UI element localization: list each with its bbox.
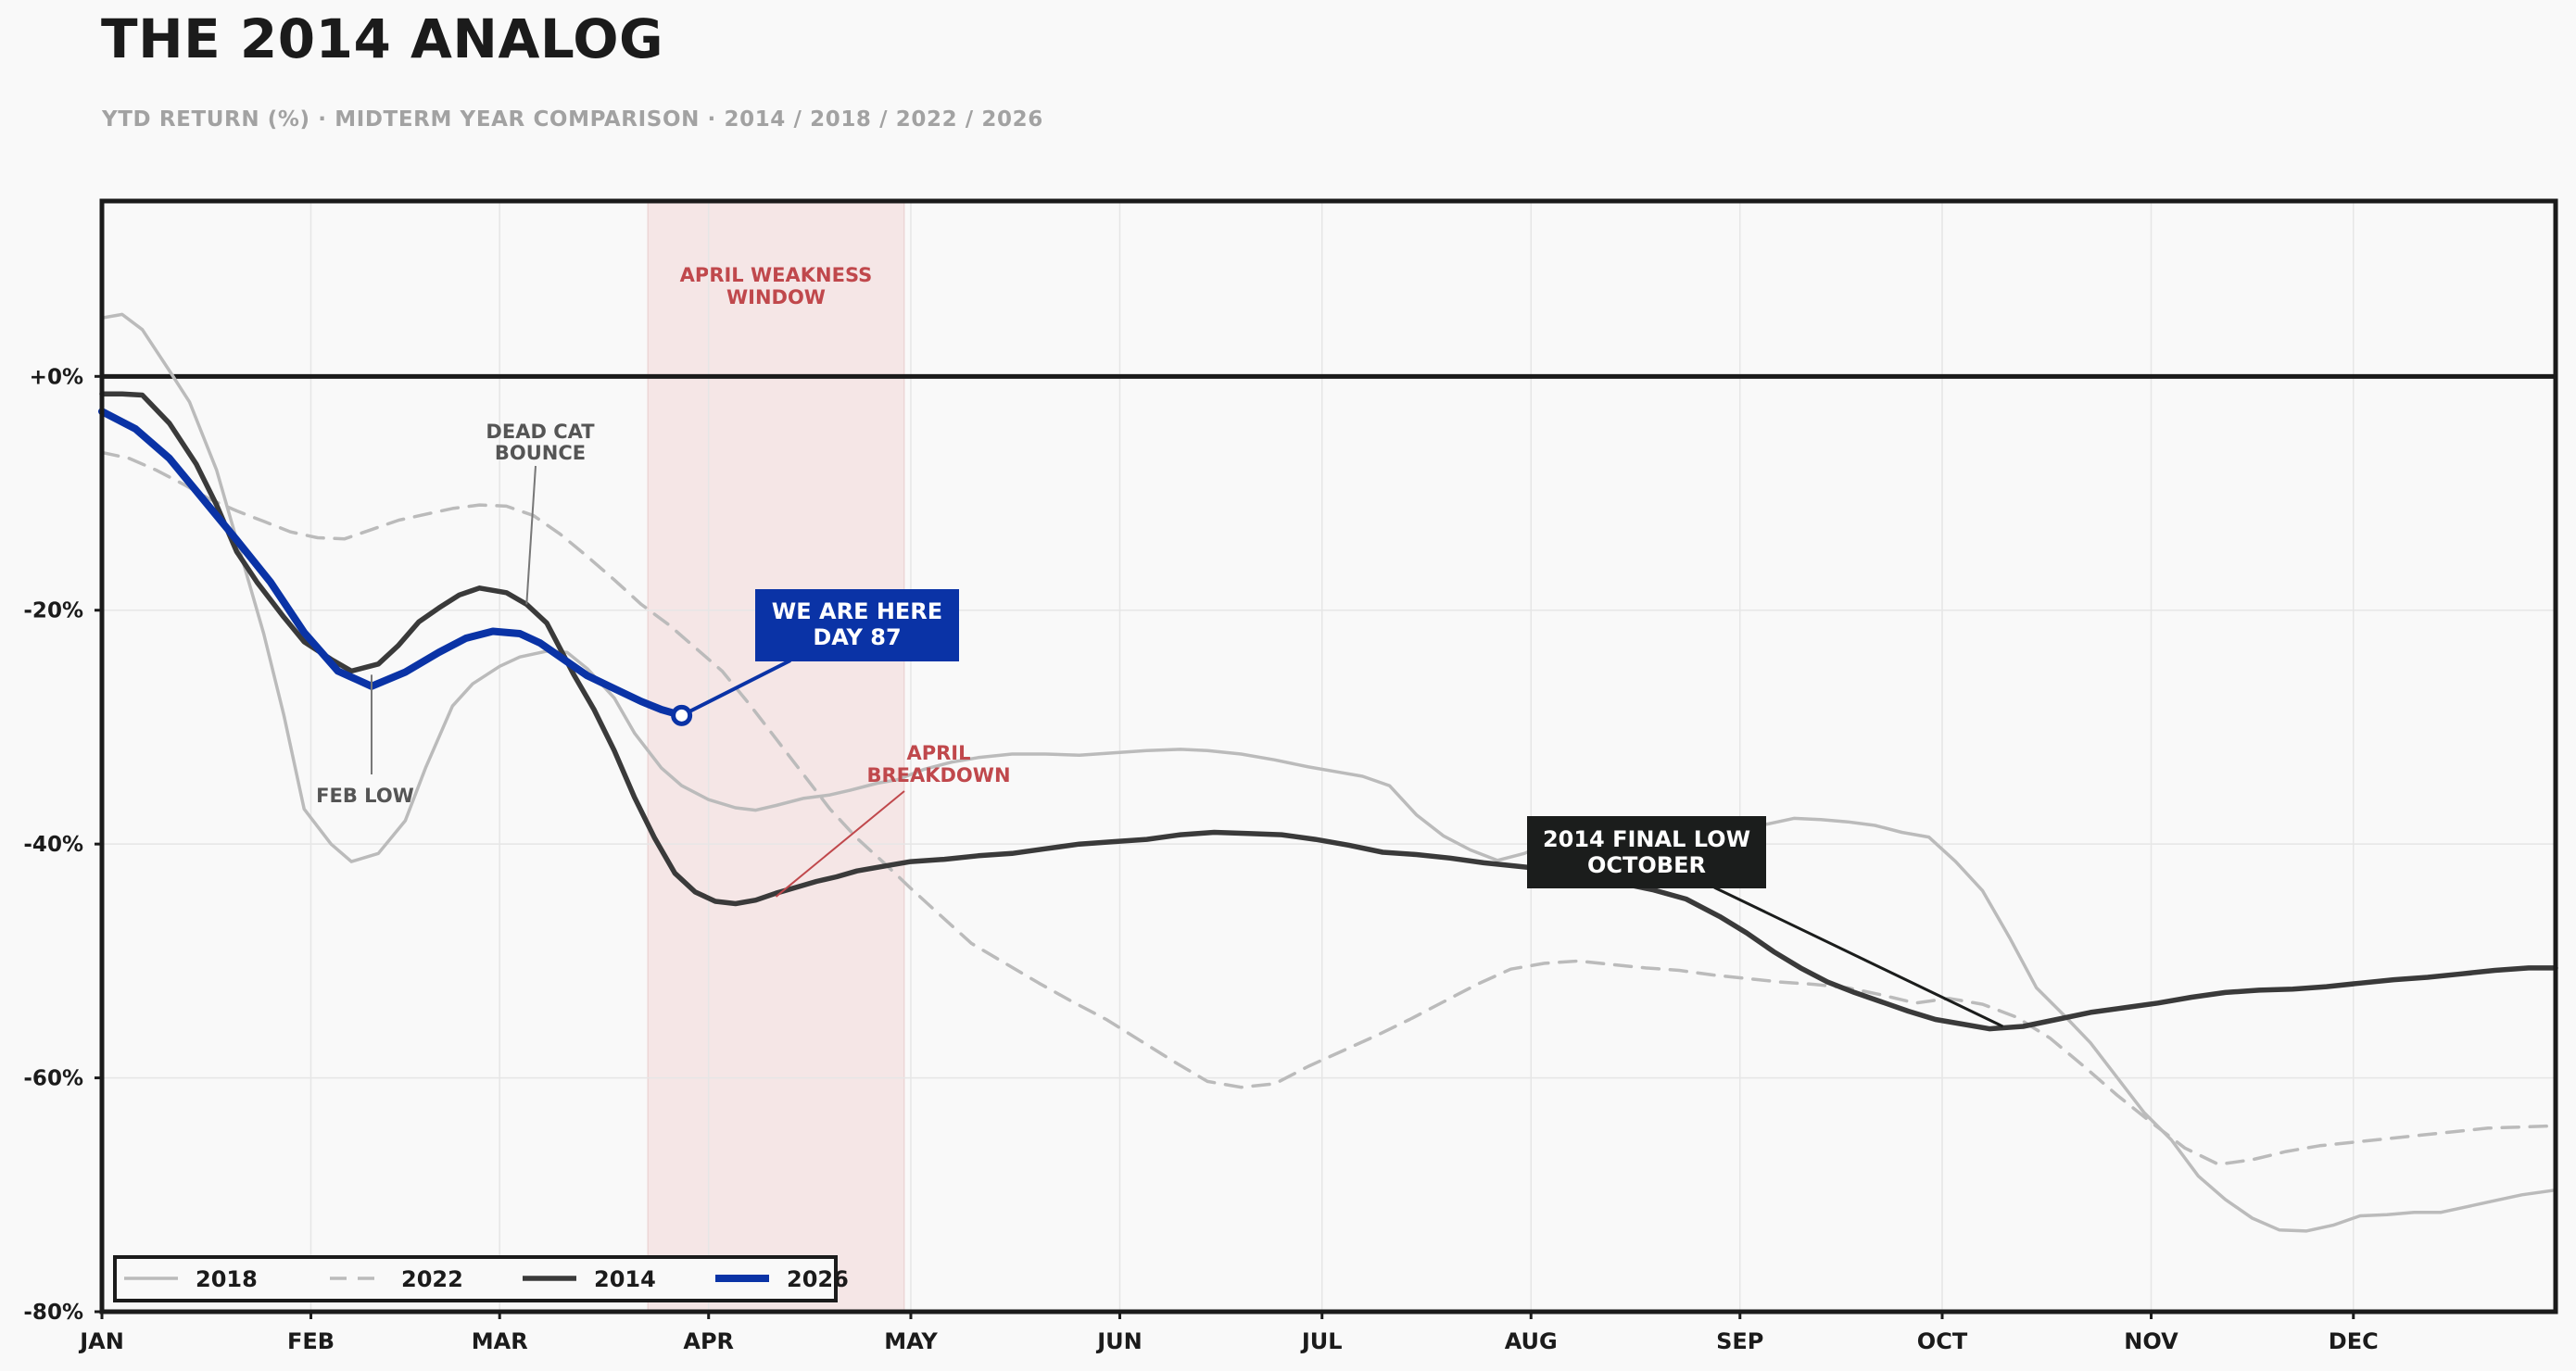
annotation-we-are-here: DAY 87 (813, 624, 901, 650)
y-tick-label: -40% (23, 833, 83, 857)
grid-layer (101, 201, 2556, 1313)
x-tick-label: NOV (2124, 1328, 2178, 1354)
annotation-connector (525, 465, 537, 605)
annotation-box (755, 589, 959, 661)
legend-box (113, 1255, 838, 1302)
shaded-region-label: APRIL WEAKNESS (680, 264, 873, 286)
x-tick-label: OCT (1917, 1328, 1968, 1354)
x-tick-label: MAR (472, 1328, 528, 1354)
plot-frame (99, 198, 2558, 1314)
annotation-we-are-here: WE ARE HERE (772, 598, 942, 624)
chart-subtitle: YTD RETURN (%) · MIDTERM YEAR COMPARISON… (102, 107, 1043, 132)
x-tick-label: FEB (287, 1328, 335, 1354)
y-tick-label: -20% (23, 599, 83, 623)
chart-title: THE 2014 ANALOG (101, 7, 664, 70)
tick-layer: JAN FEB MAR APR MAY JUN JUL AUG SEP OCT NOV DEC +0% -… (23, 365, 2378, 1354)
current-day-marker (671, 704, 693, 726)
legend: 2018 2022 2014 2026 (113, 1255, 849, 1302)
legend-label-2018: 2018 (196, 1266, 258, 1292)
annotation-feb-low: FEB LOW (316, 785, 414, 807)
y-tick-label: -60% (23, 1067, 83, 1091)
annotation-april-breakdown: BREAKDOWN (866, 764, 1010, 786)
series-line-2018 (100, 312, 2557, 1233)
annotation-april-breakdown: APRIL (906, 742, 970, 764)
y-tick-label: +0% (30, 365, 83, 389)
x-tick-label: SEP (1716, 1328, 1763, 1354)
shaded-region (647, 200, 905, 1313)
annotation-connector (1713, 886, 2004, 1028)
series-line-2014 (99, 391, 2558, 1032)
series-layer (98, 312, 2558, 1233)
shaded-region-label: WINDOW (726, 286, 826, 308)
annotation-dead-cat-bounce: BOUNCE (495, 442, 586, 464)
annotation-2014-final-low: 2014 FINAL LOW (1543, 826, 1750, 852)
annotation-dead-cat-bounce: DEAD CAT (486, 421, 595, 443)
x-tick-label: JUN (1095, 1328, 1143, 1354)
x-tick-label: AUG (1505, 1328, 1558, 1354)
y-tick-label: -80% (23, 1301, 83, 1325)
annotation-2014-final-low: OCTOBER (1587, 852, 1706, 878)
annotation-box (1527, 816, 1766, 888)
series-line-2022 (100, 450, 2557, 1166)
x-tick-label: JAN (78, 1328, 124, 1354)
series-line-2026 (98, 408, 686, 720)
legend-label-2014: 2014 (594, 1266, 656, 1292)
x-tick-label: MAY (884, 1328, 938, 1354)
legend-label-2026: 2026 (787, 1266, 849, 1292)
x-tick-label: APR (683, 1328, 734, 1354)
x-tick-label: DEC (2329, 1328, 2379, 1354)
annotation-connector (775, 790, 905, 898)
legend-label-2022: 2022 (401, 1266, 463, 1292)
x-tick-label: JUL (1300, 1328, 1343, 1354)
annotation-connector (680, 659, 791, 718)
